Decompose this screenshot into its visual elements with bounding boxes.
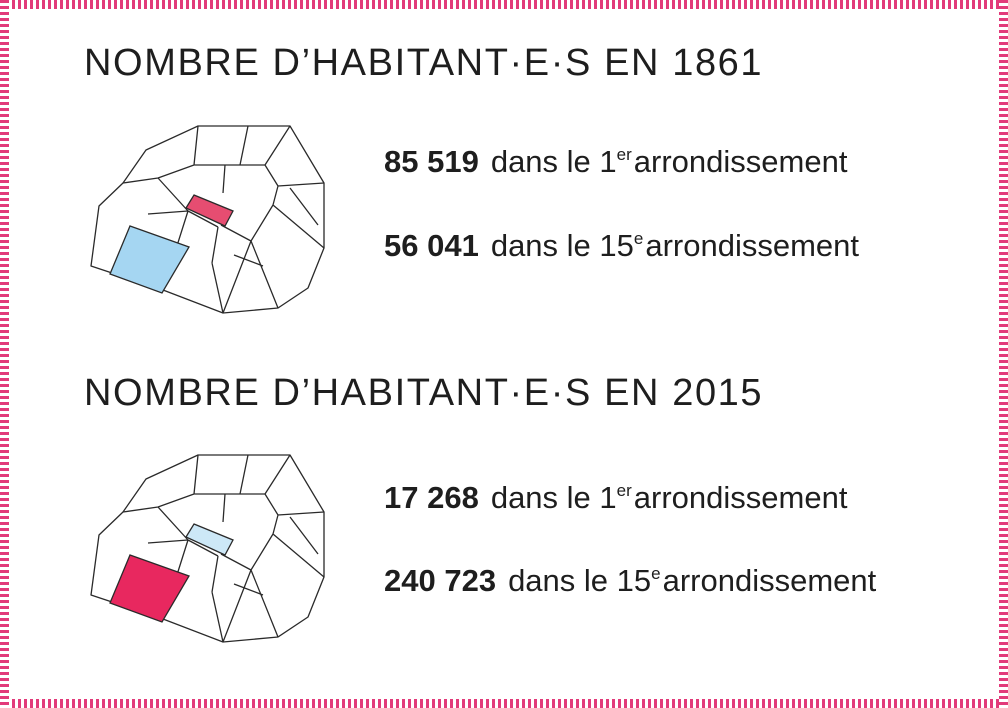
stat-1861-arr-15: 56 041 dans le 15earrondissement	[384, 228, 859, 264]
section-title-2015: NOMBRE D’HABITANT·E·S EN 2015	[84, 372, 764, 414]
stat-text-suffix: arrondissement	[645, 228, 860, 263]
stat-text: dans le 15	[508, 563, 652, 598]
paris-map-2015	[90, 454, 325, 643]
population-value: 85 519	[384, 144, 479, 179]
stat-text: dans le 1	[490, 480, 617, 515]
arrondissement-1-1861	[185, 194, 234, 227]
stat-text: dans le 15	[490, 228, 634, 263]
ordinal-suffix: er	[616, 145, 632, 164]
arrondissement-1-2015	[185, 523, 234, 556]
stat-1861-arr-1: 85 519 dans le 1erarrondissement	[384, 144, 847, 180]
frame-right-border	[999, 0, 1008, 708]
stat-text: dans le 1	[490, 144, 617, 179]
paris-map-1861	[90, 125, 325, 314]
ordinal-suffix: er	[616, 481, 632, 500]
stat-2015-arr-15: 240 723 dans le 15earrondissement	[384, 563, 876, 599]
frame-bottom-border	[0, 699, 1008, 708]
arrondissement-15-1861	[109, 225, 190, 294]
population-value: 56 041	[384, 228, 479, 263]
stat-text-suffix: arrondissement	[633, 144, 848, 179]
population-value: 17 268	[384, 480, 479, 515]
frame-top-border	[0, 0, 1008, 9]
frame-left-border	[0, 0, 9, 708]
section-title-1861: NOMBRE D’HABITANT·E·S EN 1861	[84, 42, 764, 84]
stat-text-suffix: arrondissement	[633, 480, 848, 515]
map-outline	[90, 454, 325, 643]
stat-text-suffix: arrondissement	[662, 563, 877, 598]
map-outline	[90, 125, 325, 314]
stat-2015-arr-1: 17 268 dans le 1erarrondissement	[384, 480, 847, 516]
ordinal-suffix: e	[633, 229, 644, 248]
arrondissement-15-2015	[109, 554, 190, 623]
population-value: 240 723	[384, 563, 497, 598]
ordinal-suffix: e	[651, 564, 661, 583]
